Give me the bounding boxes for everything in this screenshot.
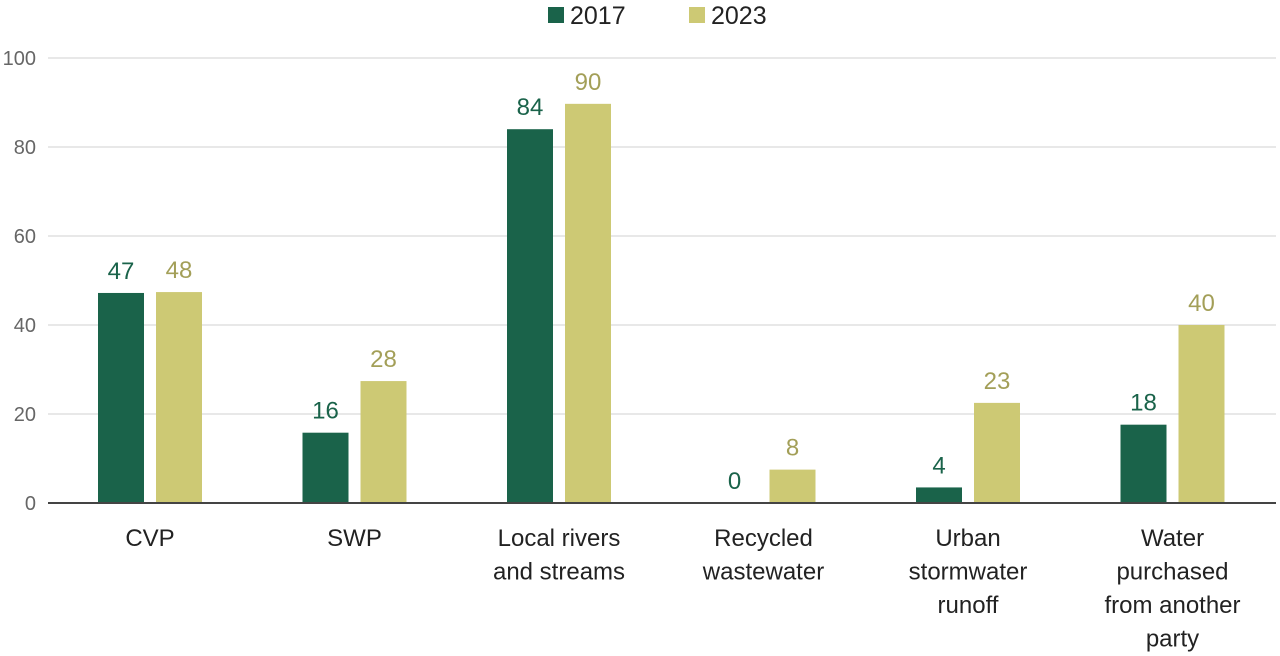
gridlines bbox=[48, 57, 1276, 415]
data-label-2017: 16 bbox=[312, 398, 339, 425]
data-label-2023: 23 bbox=[984, 368, 1011, 395]
legend-label-2023: 2023 bbox=[711, 2, 767, 30]
x-tick-label: SWP bbox=[327, 525, 382, 552]
x-tick-label-line: and streams bbox=[493, 559, 625, 586]
bar-2023 bbox=[360, 381, 407, 503]
bar-2017 bbox=[98, 292, 144, 503]
x-tick-label-line: Water bbox=[1141, 525, 1204, 552]
bar-2017 bbox=[302, 432, 349, 503]
y-axis: 0 20 40 60 80 100 bbox=[3, 48, 36, 515]
bar-2017 bbox=[507, 129, 553, 503]
data-label-2017: 84 bbox=[517, 94, 544, 121]
x-tick-label-line: Local rivers bbox=[498, 525, 621, 552]
data-label-2017: 18 bbox=[1130, 390, 1157, 417]
bar-2023 bbox=[974, 402, 1020, 503]
x-tick-label-line: party bbox=[1146, 626, 1199, 653]
y-tick-label: 20 bbox=[14, 404, 36, 426]
y-tick-label: 80 bbox=[14, 137, 36, 159]
data-label-2017: 47 bbox=[108, 258, 135, 285]
bar-2023 bbox=[565, 103, 611, 504]
y-tick-label: 60 bbox=[14, 226, 36, 248]
data-label-2023: 48 bbox=[166, 257, 193, 284]
legend-label-2017: 2017 bbox=[570, 2, 626, 30]
x-tick-label-line: Recycled bbox=[714, 525, 813, 552]
y-tick-label: 0 bbox=[25, 493, 36, 515]
x-axis: CVP SWP Local rivers and streams Recycled was… bbox=[48, 502, 1276, 653]
bars bbox=[98, 103, 1225, 504]
x-tick-label: Urban stormwater runoff bbox=[909, 525, 1028, 619]
x-tick-label-line: CVP bbox=[125, 525, 174, 552]
data-label-2023: 8 bbox=[786, 435, 799, 462]
x-tick-label: Recycled wastewater bbox=[702, 525, 824, 586]
data-label-2017: 4 bbox=[932, 452, 945, 479]
x-tick-label-line: Urban bbox=[935, 525, 1000, 552]
x-tick-label-line: runoff bbox=[938, 592, 999, 619]
x-tick-label-line: SWP bbox=[327, 525, 382, 552]
data-label-2023: 28 bbox=[370, 346, 397, 373]
x-tick-label-line: from another bbox=[1104, 592, 1240, 619]
legend-swatch-2017 bbox=[548, 7, 564, 23]
data-label-2023: 90 bbox=[575, 69, 602, 96]
x-tick-label-line: stormwater bbox=[909, 559, 1028, 586]
legend: 2017 2023 bbox=[548, 2, 767, 30]
bar-2023 bbox=[769, 469, 816, 503]
data-label-2017: 0 bbox=[728, 468, 741, 495]
bar-2017 bbox=[916, 487, 962, 503]
x-tick-label-line: purchased bbox=[1116, 559, 1228, 586]
legend-swatch-2023 bbox=[689, 7, 705, 23]
x-tick-label: Water purchased from another party bbox=[1104, 525, 1240, 653]
x-tick-label: CVP bbox=[125, 525, 174, 552]
bar-2023 bbox=[1178, 325, 1225, 503]
x-tick-label: Local rivers and streams bbox=[493, 525, 625, 586]
y-tick-label: 100 bbox=[3, 48, 36, 70]
y-tick-label: 40 bbox=[14, 315, 36, 337]
bar-2017 bbox=[1120, 424, 1167, 503]
x-tick-label-line: wastewater bbox=[702, 559, 824, 586]
bar-2023 bbox=[156, 292, 202, 503]
data-label-2023: 40 bbox=[1188, 290, 1215, 317]
